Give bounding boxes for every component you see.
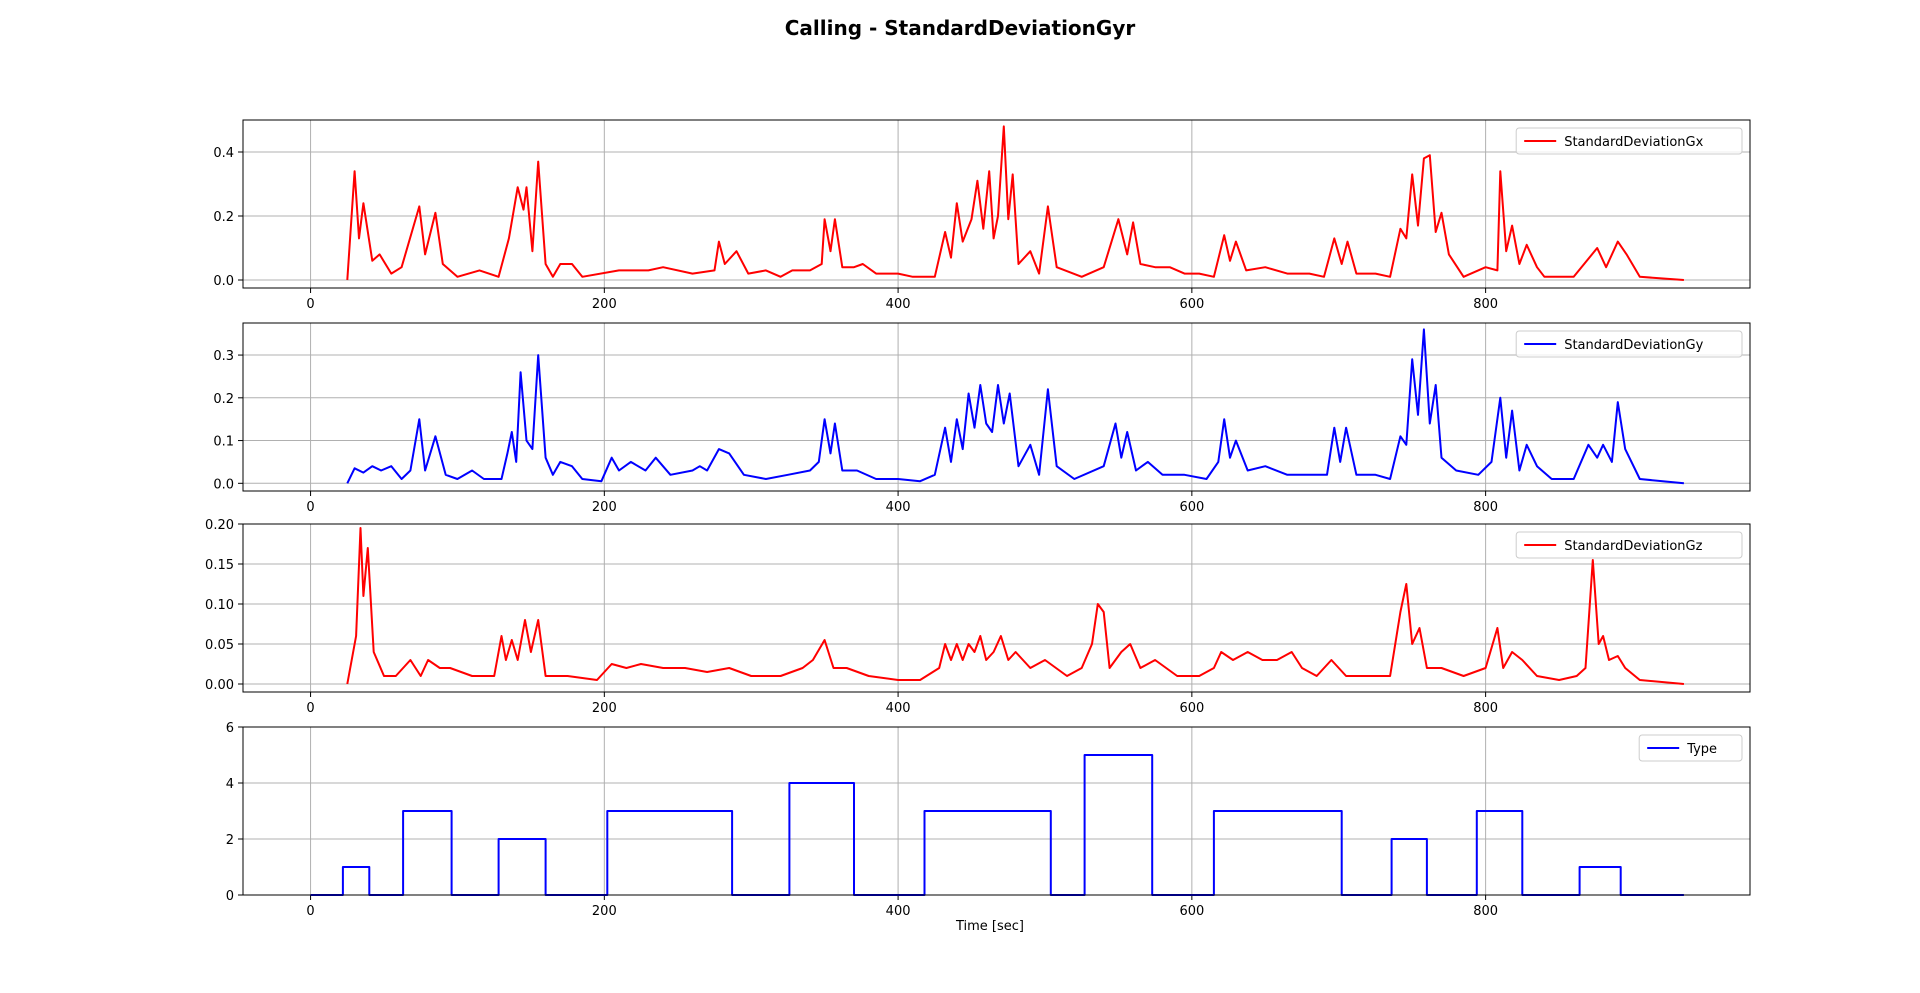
legend: StandardDeviationGz xyxy=(1515,531,1743,559)
x-tick-label: 800 xyxy=(1473,500,1498,515)
y-tick-label: 0.10 xyxy=(205,598,234,613)
y-tick-label: 0 xyxy=(226,889,234,904)
y-tick-label: 0.1 xyxy=(213,435,234,450)
x-tick-label: 600 xyxy=(1179,904,1204,919)
y-tick-label: 0.0 xyxy=(213,477,234,492)
x-axis-label: Time [sec] xyxy=(955,919,1024,934)
series-line-StandardDeviationGy xyxy=(346,328,1684,485)
x-tick-label: 800 xyxy=(1473,297,1498,312)
x-tick-label: 400 xyxy=(886,500,911,515)
axes-frame xyxy=(242,322,1751,492)
legend: StandardDeviationGy xyxy=(1515,330,1743,358)
legend-label: StandardDeviationGx xyxy=(1564,135,1703,150)
x-tick-label: 600 xyxy=(1179,701,1204,716)
y-tick-label: 6 xyxy=(226,721,234,736)
x-tick-label: 0 xyxy=(306,701,314,716)
y-tick-label: 2 xyxy=(226,833,234,848)
x-tick-label: 200 xyxy=(592,904,617,919)
subplot-4: 0 200 400 600 800 0 2 4 6 Type xyxy=(226,721,1751,919)
legend-label: Type xyxy=(1686,742,1717,757)
subplot-3: 0 200 400 600 800 0.00 0.05 0.10 0.15 0.20 Standar… xyxy=(205,518,1751,716)
x-tick-label: 800 xyxy=(1473,701,1498,716)
y-tick-label: 0.2 xyxy=(213,210,234,225)
x-tick-label: 200 xyxy=(592,701,617,716)
legend: StandardDeviationGx xyxy=(1515,127,1743,155)
y-tick-label: 0.2 xyxy=(213,392,234,407)
y-tick-label: 4 xyxy=(226,777,234,792)
x-tick-label: 0 xyxy=(306,904,314,919)
y-tick-label: 0.00 xyxy=(205,678,234,693)
legend-box xyxy=(1515,330,1743,358)
y-tick-label: 0.0 xyxy=(213,274,234,289)
subplot-2: 0 200 400 600 800 0.0 0.1 0.2 0.3 StandardDeviati… xyxy=(213,322,1751,515)
x-tick-label: 400 xyxy=(886,297,911,312)
axes-frame xyxy=(242,119,1751,289)
x-tick-label: 200 xyxy=(592,500,617,515)
series-line-Type xyxy=(310,754,1684,896)
x-tick-label: 400 xyxy=(886,701,911,716)
axes-frame xyxy=(242,726,1751,896)
legend-label: StandardDeviationGy xyxy=(1564,338,1703,353)
x-tick-label: 800 xyxy=(1473,904,1498,919)
chart-title: Calling - StandardDeviationGyr xyxy=(785,16,1136,40)
series-line-StandardDeviationGz xyxy=(346,527,1684,685)
subplot-1: 0 200 400 600 800 0.0 0.2 0.4 StandardDeviationG… xyxy=(213,119,1751,312)
x-tick-label: 600 xyxy=(1179,297,1204,312)
x-tick-label: 0 xyxy=(306,500,314,515)
x-tick-label: 600 xyxy=(1179,500,1204,515)
y-tick-label: 0.15 xyxy=(205,558,234,573)
y-tick-label: 0.4 xyxy=(213,146,234,161)
y-tick-label: 0.05 xyxy=(205,638,234,653)
x-tick-label: 0 xyxy=(306,297,314,312)
legend-box xyxy=(1515,127,1743,155)
legend: Type xyxy=(1638,734,1743,762)
legend-label: StandardDeviationGz xyxy=(1564,539,1702,554)
legend-box xyxy=(1638,734,1743,762)
x-tick-label: 400 xyxy=(886,904,911,919)
y-tick-label: 0.20 xyxy=(205,518,234,533)
legend-box xyxy=(1515,531,1743,559)
axes-frame xyxy=(242,523,1751,693)
series-line-StandardDeviationGx xyxy=(346,125,1684,281)
x-tick-label: 200 xyxy=(592,297,617,312)
y-tick-label: 0.3 xyxy=(213,349,234,364)
